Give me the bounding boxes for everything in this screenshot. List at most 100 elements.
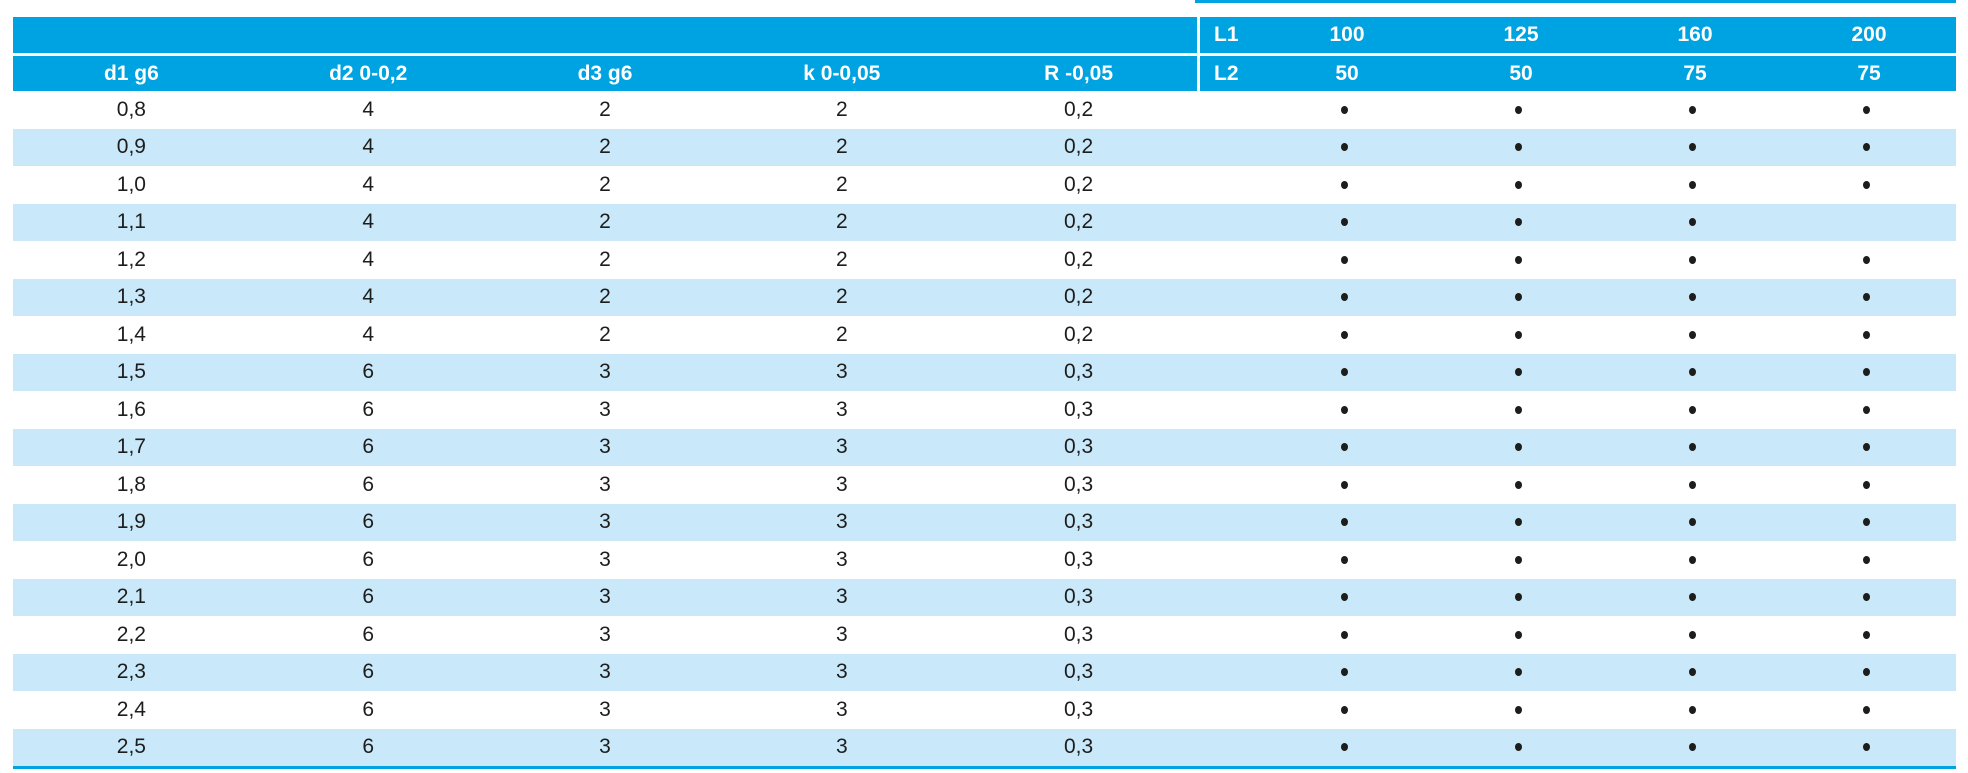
cell-d2: 4 (362, 247, 375, 271)
availability-dot (1514, 218, 1522, 227)
availability-dot (1514, 743, 1522, 752)
availability-dot (1514, 593, 1522, 602)
cell-size-160 (1605, 204, 1779, 242)
availability-dot (1340, 143, 1348, 152)
cell-size-160 (1605, 166, 1779, 204)
cell-d1: 1,9 (116, 510, 146, 534)
cell-size-160 (1605, 279, 1779, 317)
cell-d1: 2,4 (116, 697, 146, 721)
cell-r: 0,2 (1063, 210, 1094, 234)
cell-size-200 (1779, 391, 1953, 429)
cell-d1: 1,1 (116, 210, 146, 234)
cell-k: 3 (835, 397, 848, 421)
header-l1-label: L1 (1214, 23, 1239, 46)
availability-dot (1514, 443, 1522, 452)
availability-dot (1514, 555, 1522, 564)
cell-size-125 (1431, 279, 1605, 317)
table-row: 2,5 6 3 3 0,3 (13, 728, 1956, 767)
table-header-row-l1: L1 100 125 160 200 (13, 17, 1956, 53)
cell-size-125 (1431, 504, 1605, 542)
cell-d2: 6 (362, 435, 375, 459)
cell-size-160 (1605, 729, 1779, 767)
availability-dot (1688, 218, 1696, 227)
cell-d3: 3 (599, 472, 611, 496)
cell-d1: 2,3 (116, 660, 146, 684)
cell-d1: 1,6 (116, 397, 146, 421)
cell-d3: 3 (599, 585, 611, 609)
cell-d1: 0,8 (116, 97, 146, 121)
cell-size-125 (1431, 616, 1605, 654)
cell-size-100 (1257, 279, 1431, 317)
cell-r: 0,2 (1063, 247, 1094, 271)
cell-d2: 6 (362, 547, 375, 571)
header-l1-value: 100 (1329, 23, 1365, 46)
cell-k: 3 (835, 697, 848, 721)
cell-d3: 3 (599, 510, 611, 534)
table-row: 1,8 6 3 3 0,3 (13, 466, 1956, 504)
cell-k: 3 (835, 622, 848, 646)
cell-d2: 6 (362, 397, 375, 421)
availability-dot (1340, 368, 1348, 377)
cell-size-200 (1779, 429, 1953, 467)
availability-dot (1514, 518, 1522, 527)
table-row: 1,9 6 3 3 0,3 (13, 503, 1956, 542)
cell-l-spacer (1197, 466, 1257, 504)
cell-size-160 (1605, 129, 1779, 167)
availability-dot (1340, 405, 1348, 414)
availability-dot (1688, 143, 1696, 152)
cell-l-spacer (1197, 429, 1257, 467)
cell-r: 0,3 (1063, 660, 1094, 684)
availability-dot (1862, 368, 1870, 377)
cell-d2: 4 (362, 97, 375, 121)
header-l1-value: 200 (1851, 23, 1887, 46)
cell-d1: 1,3 (116, 285, 146, 309)
table-row: 2,0 6 3 3 0,3 (13, 541, 1956, 579)
cell-size-200 (1779, 204, 1953, 242)
cell-d2: 4 (362, 210, 375, 234)
cell-d3: 3 (599, 360, 611, 384)
table-row: 1,0 4 2 2 0,2 (13, 166, 1956, 204)
cell-size-200 (1779, 316, 1953, 354)
table-row: 1,4 4 2 2 0,2 (13, 316, 1956, 354)
availability-dot (1862, 405, 1870, 414)
availability-dot (1514, 405, 1522, 414)
header-col-r: R -0,05 (1044, 61, 1114, 85)
cell-l-spacer (1197, 354, 1257, 392)
table-row: 1,2 4 2 2 0,2 (13, 241, 1956, 279)
cell-size-125 (1431, 241, 1605, 279)
cell-d1: 0,9 (116, 135, 146, 159)
availability-dot (1514, 630, 1522, 639)
cell-size-100 (1257, 391, 1431, 429)
availability-dot (1862, 480, 1870, 489)
availability-dot (1688, 293, 1696, 302)
cell-r: 0,3 (1063, 360, 1094, 384)
cell-d1: 1,0 (116, 172, 146, 196)
availability-dot (1688, 330, 1696, 339)
cell-size-200 (1779, 729, 1953, 767)
availability-dot (1340, 293, 1348, 302)
availability-dot (1862, 143, 1870, 152)
cell-size-160 (1605, 616, 1779, 654)
cell-l-spacer (1197, 166, 1257, 204)
cell-l-spacer (1197, 241, 1257, 279)
table-row: 1,7 6 3 3 0,3 (13, 428, 1956, 467)
cell-size-160 (1605, 691, 1779, 729)
cell-k: 3 (835, 510, 848, 534)
header-blank-block (13, 17, 1197, 53)
dimension-table: L1 100 125 160 200 d1 g6 d2 0-0,2 d3 g6 … (13, 17, 1956, 769)
table-row: 0,8 4 2 2 0,2 (13, 91, 1956, 129)
cell-size-200 (1779, 466, 1953, 504)
cell-l-spacer (1197, 616, 1257, 654)
header-l1-value: 160 (1677, 23, 1713, 46)
cell-d1: 1,4 (116, 322, 146, 346)
cell-d3: 3 (599, 435, 611, 459)
availability-dot (1340, 218, 1348, 227)
cell-k: 3 (835, 585, 848, 609)
cell-r: 0,2 (1063, 172, 1094, 196)
cell-d2: 6 (362, 360, 375, 384)
cell-d2: 4 (362, 322, 375, 346)
availability-dot (1688, 405, 1696, 414)
availability-dot (1688, 630, 1696, 639)
cell-l-spacer (1197, 316, 1257, 354)
cell-size-160 (1605, 316, 1779, 354)
